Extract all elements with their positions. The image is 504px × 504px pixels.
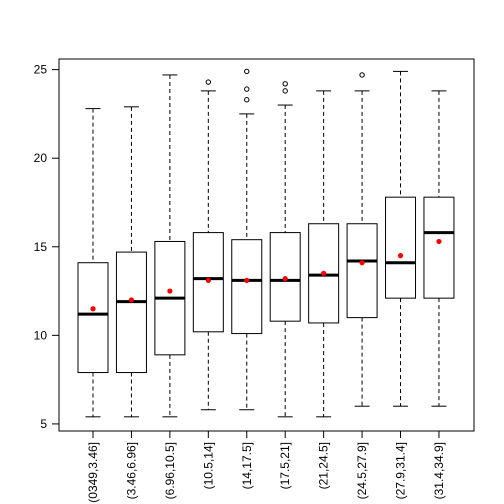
mean-point [205,277,211,284]
mean-point [436,238,442,245]
mean-point [244,277,250,284]
y-tick-label: 10 [34,328,48,342]
mean-point [359,260,365,266]
boxplot-10 [423,90,455,407]
x-tick-label: (6.96,10.5] [163,442,177,499]
x-tick-label: (31.4,34.9] [432,442,446,499]
outlier-point [205,79,212,85]
boxplot-7 [308,90,340,418]
box [308,223,340,324]
x-tick-label: (24.5,27.9] [355,442,369,499]
boxplot-4 [192,79,224,411]
boxplot-6 [269,81,301,418]
x-tick-label: (21,24.5] [317,442,331,489]
mean-point [167,288,173,294]
box [385,196,417,299]
y-tick-label: 25 [34,63,48,77]
x-tick-label: (17.5,21] [278,442,292,489]
box [346,223,378,319]
outlier-point [244,86,250,92]
outlier-point [359,72,365,78]
x-tick-label: (10.5,14] [201,442,215,489]
y-tick-label: 15 [34,240,48,254]
y-tick-label: 20 [34,151,48,165]
boxplot-9 [385,70,417,407]
boxplot-1 [77,108,109,418]
outlier-point [244,68,250,75]
outlier-point [282,88,288,94]
mean-point [128,297,135,303]
y-tick-label: 5 [40,417,47,431]
outlier-point [282,81,288,87]
box [231,239,263,335]
x-tick-label: (0349,3.46] [86,442,100,503]
box [77,262,109,374]
boxes-group [77,68,455,418]
mean-point [397,253,404,259]
boxplot-3 [154,74,186,418]
x-axis: (0349,3.46] (3.46,6.96] (6.96,10.5] (10.5,1… [86,430,446,503]
mean-point [321,270,327,276]
box [115,251,147,374]
boxplot-2 [115,106,147,418]
x-tick-label: (27.9,31.4] [394,442,408,499]
box [423,196,455,299]
boxplot-8 [346,72,378,407]
x-tick-label: (14,17.5] [240,442,254,489]
x-tick-label: (3.46,6.96] [124,442,138,499]
mean-point [282,276,288,282]
boxplot-5 [231,68,263,411]
mean-point [90,306,96,312]
outlier-point [244,97,250,103]
y-axis: 5 10 15 20 25 [34,63,60,431]
